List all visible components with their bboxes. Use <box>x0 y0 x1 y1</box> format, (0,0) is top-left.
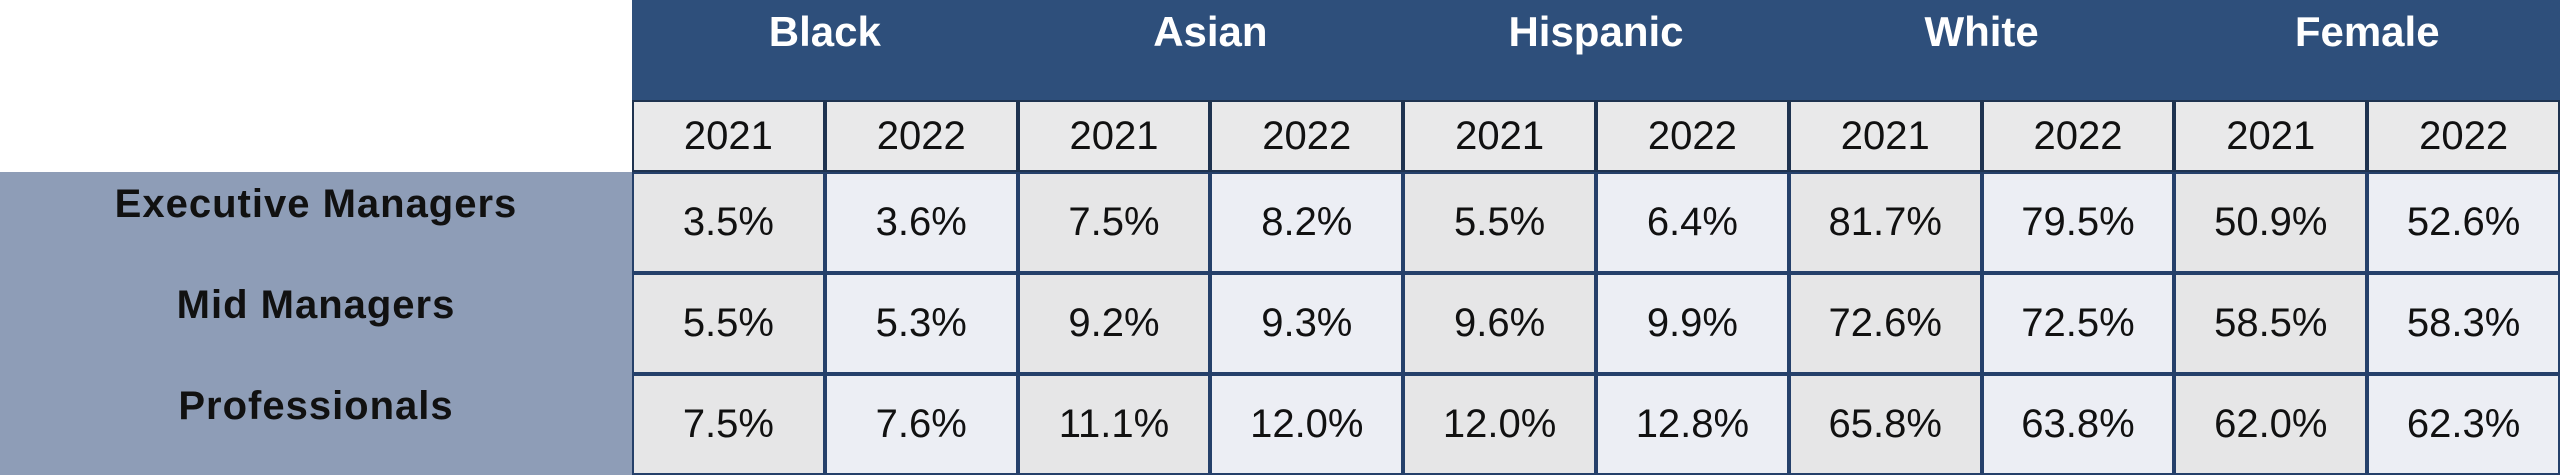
data-cell: 5.3% <box>824 273 1018 374</box>
data-cell: 9.6% <box>1403 273 1596 374</box>
data-cell: 9.2% <box>1017 273 1211 374</box>
data-cell: 72.5% <box>1981 273 2175 374</box>
year-header: 2022 <box>1981 100 2175 172</box>
data-cell: 6.4% <box>1596 172 1789 273</box>
group-header: Female <box>2174 0 2560 100</box>
data-cell: 12.8% <box>1596 374 1789 475</box>
data-cell: 72.6% <box>1788 273 1982 374</box>
data-cell: 12.0% <box>1210 374 1404 475</box>
year-header: 2021 <box>632 100 825 172</box>
year-header: 2021 <box>1017 100 1211 172</box>
data-cell: 58.3% <box>2367 273 2560 374</box>
year-header: 2022 <box>2367 100 2560 172</box>
data-cell: 52.6% <box>2367 172 2560 273</box>
label-column <box>0 172 632 475</box>
data-cell: 3.6% <box>824 172 1018 273</box>
data-cell: 7.5% <box>632 374 825 475</box>
year-header: 2021 <box>1788 100 1982 172</box>
data-cell: 9.9% <box>1596 273 1789 374</box>
data-cell: 5.5% <box>1403 172 1596 273</box>
data-cell: 11.1% <box>1017 374 1211 475</box>
year-header: 2021 <box>1403 100 1596 172</box>
year-header: 2022 <box>824 100 1018 172</box>
data-cell: 81.7% <box>1788 172 1982 273</box>
data-cell: 58.5% <box>2174 273 2368 374</box>
data-cell: 62.0% <box>2174 374 2368 475</box>
data-cell: 50.9% <box>2174 172 2368 273</box>
row-label: Mid Managers <box>176 283 456 327</box>
data-cell: 12.0% <box>1403 374 1596 475</box>
data-cell: 7.6% <box>824 374 1018 475</box>
year-header: 2022 <box>1596 100 1789 172</box>
group-header: Black <box>632 0 1018 100</box>
data-cell: 9.3% <box>1210 273 1404 374</box>
year-header: 2021 <box>2174 100 2368 172</box>
row-label: Professionals <box>178 384 454 428</box>
year-header: 2022 <box>1210 100 1404 172</box>
data-cell: 79.5% <box>1981 172 2175 273</box>
data-cell: 63.8% <box>1981 374 2175 475</box>
data-cell: 65.8% <box>1788 374 1982 475</box>
data-cell: 7.5% <box>1017 172 1211 273</box>
group-header: White <box>1788 0 2175 100</box>
data-cell: 3.5% <box>632 172 825 273</box>
data-cell: 8.2% <box>1210 172 1404 273</box>
row-label: Executive Managers <box>114 182 518 226</box>
group-header: Asian <box>1017 0 1404 100</box>
group-header: Hispanic <box>1403 0 1789 100</box>
data-cell: 62.3% <box>2367 374 2560 475</box>
data-cell: 5.5% <box>632 273 825 374</box>
